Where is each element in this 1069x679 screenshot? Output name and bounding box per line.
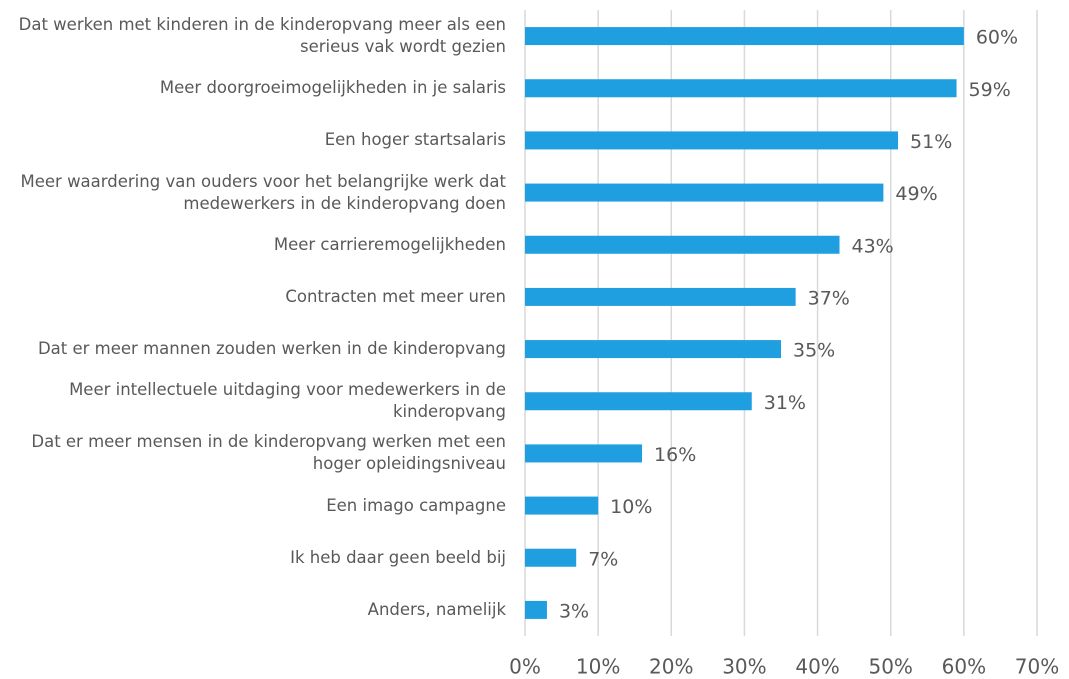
bar bbox=[525, 548, 577, 567]
value-label: 49% bbox=[895, 183, 937, 205]
bar bbox=[525, 131, 899, 150]
bar bbox=[525, 392, 752, 411]
bar bbox=[525, 287, 796, 306]
category-label: Een imago campagne bbox=[326, 495, 506, 515]
bar bbox=[525, 600, 547, 619]
x-tick-label: 60% bbox=[942, 655, 986, 679]
category-label: Meer doorgroeimogelijkheden in je salari… bbox=[159, 78, 506, 98]
x-tick-label: 70% bbox=[1015, 655, 1059, 679]
x-tick-label: 0% bbox=[509, 655, 541, 679]
value-label: 7% bbox=[588, 548, 618, 570]
value-label: 31% bbox=[764, 392, 806, 414]
bar bbox=[525, 79, 957, 98]
x-tick-label: 20% bbox=[649, 655, 693, 679]
value-label: 59% bbox=[969, 79, 1011, 101]
bar bbox=[525, 183, 884, 202]
category-label: Meer carrieremogelijkheden bbox=[273, 234, 506, 254]
category-label: Dat er meer mannen zouden werken in de k… bbox=[37, 339, 506, 359]
bar bbox=[525, 444, 643, 463]
x-tick-label: 30% bbox=[722, 655, 766, 679]
category-label: Een hoger startsalaris bbox=[324, 130, 506, 150]
value-label: 10% bbox=[610, 496, 652, 518]
category-label: Anders, namelijk bbox=[367, 599, 506, 619]
category-label: Dat er meer mensen in de kinderopvang we… bbox=[31, 432, 506, 474]
x-tick-label: 40% bbox=[795, 655, 839, 679]
bar bbox=[525, 340, 781, 359]
value-label: 3% bbox=[559, 600, 589, 622]
x-tick-label: 10% bbox=[576, 655, 620, 679]
category-label: Contracten met meer uren bbox=[285, 286, 506, 306]
category-label: Dat werken met kinderen in de kinderopva… bbox=[18, 15, 506, 57]
bar bbox=[525, 235, 840, 254]
bar bbox=[525, 496, 599, 515]
value-label: 51% bbox=[910, 131, 952, 153]
value-label: 43% bbox=[852, 235, 894, 257]
category-label: Meer intellectuele uitdaging voor medewe… bbox=[69, 380, 506, 422]
value-label: 60% bbox=[976, 27, 1018, 49]
x-tick-label: 50% bbox=[868, 655, 912, 679]
category-label: Ik heb daar geen beeld bij bbox=[290, 547, 506, 567]
bar bbox=[525, 27, 964, 46]
value-label: 37% bbox=[808, 287, 850, 309]
value-label: 16% bbox=[654, 444, 696, 466]
category-label: Meer waardering van ouders voor het bela… bbox=[20, 171, 507, 213]
value-label: 35% bbox=[793, 340, 835, 362]
